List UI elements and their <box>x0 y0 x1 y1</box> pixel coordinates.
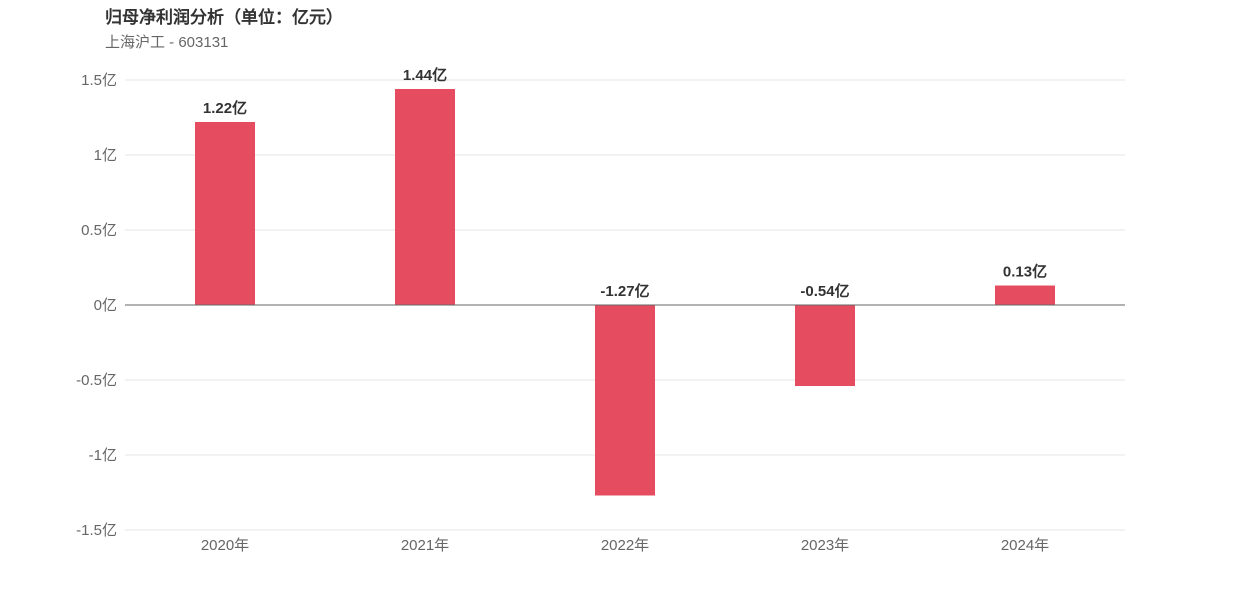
y-tick-label: -1.5亿 <box>76 522 117 539</box>
bar <box>395 89 455 305</box>
data-label: -0.54亿 <box>800 282 849 300</box>
bar <box>195 122 255 305</box>
x-tick-label: 2022年 <box>601 537 649 554</box>
bar <box>595 305 655 496</box>
data-label: -1.27亿 <box>600 282 649 300</box>
y-tick-label: 0亿 <box>94 297 117 314</box>
x-tick-label: 2023年 <box>801 537 849 554</box>
x-tick-label: 2024年 <box>1001 537 1049 554</box>
data-label: 1.44亿 <box>403 66 447 84</box>
chart-subtitle: 上海沪工 - 603131 <box>105 34 229 51</box>
x-tick-label: 2021年 <box>401 537 449 554</box>
y-tick-label: -1亿 <box>89 447 117 464</box>
label-layer: 1.22亿 1.44亿 -1.27亿 -0.54亿 0.13亿 <box>203 66 1047 300</box>
y-tick-label: 1.5亿 <box>81 72 117 89</box>
grid-layer <box>125 79 1125 531</box>
data-label: 0.13亿 <box>1003 263 1047 281</box>
bar <box>995 285 1055 305</box>
axis-layer: 1.5亿 1亿 0.5亿 0亿 -0.5亿 -1亿 -1.5亿 2020年 2021年 2022年… <box>76 72 1125 554</box>
y-tick-label: 0.5亿 <box>81 222 117 239</box>
y-tick-label: -0.5亿 <box>76 372 117 389</box>
x-tick-label: 2020年 <box>201 537 249 554</box>
data-label: 1.22亿 <box>203 99 247 117</box>
chart-title: 归母净利润分析（单位：亿元） <box>105 8 343 27</box>
bar-layer <box>195 89 1055 496</box>
y-tick-label: 1亿 <box>94 147 117 164</box>
bar <box>795 305 855 386</box>
